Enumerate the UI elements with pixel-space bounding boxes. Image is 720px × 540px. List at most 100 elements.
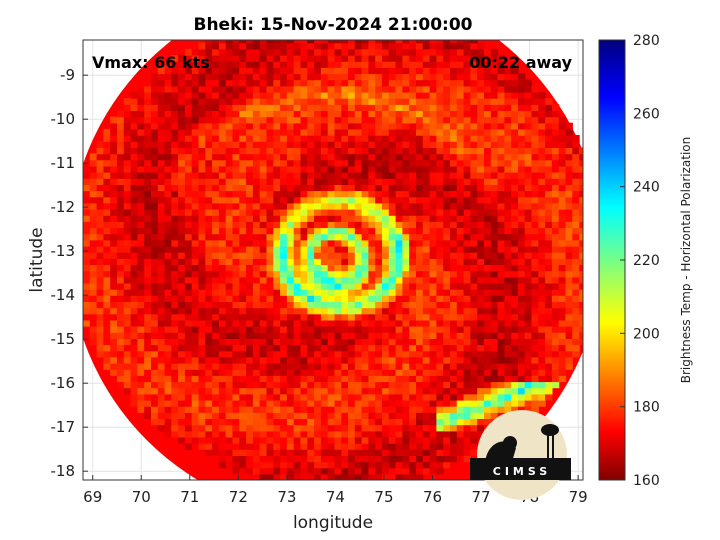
bt-pixel xyxy=(178,289,186,296)
bt-pixel xyxy=(286,61,295,68)
bt-pixel xyxy=(252,319,261,327)
bt-pixel xyxy=(450,301,458,309)
bt-pixel xyxy=(402,399,410,407)
bt-pixel xyxy=(375,104,383,111)
bt-pixel xyxy=(239,128,247,136)
bt-pixel xyxy=(225,153,234,161)
bt-pixel xyxy=(551,276,560,284)
bt-pixel xyxy=(96,338,104,346)
bt-pixel xyxy=(416,387,424,395)
bt-pixel xyxy=(436,61,444,68)
bt-pixel xyxy=(368,412,376,419)
bt-pixel xyxy=(286,79,295,87)
bt-pixel xyxy=(375,467,383,475)
bt-pixel xyxy=(144,245,152,253)
bt-pixel xyxy=(511,165,519,173)
bt-pixel xyxy=(477,209,485,216)
bt-pixel xyxy=(239,40,247,44)
bt-pixel xyxy=(96,184,104,192)
bt-pixel xyxy=(361,301,369,309)
bt-pixel xyxy=(354,67,363,75)
bt-pixel xyxy=(341,91,349,99)
bt-pixel xyxy=(504,326,512,333)
bt-pixel xyxy=(470,40,478,44)
bt-pixel xyxy=(388,233,397,241)
bt-pixel xyxy=(402,190,410,198)
bt-pixel xyxy=(96,141,104,148)
bt-pixel xyxy=(504,338,512,346)
bt-pixel xyxy=(341,449,349,456)
bt-pixel xyxy=(565,165,573,173)
bt-pixel xyxy=(252,135,261,142)
bt-pixel xyxy=(551,128,560,136)
bt-pixel xyxy=(130,393,138,401)
bt-pixel xyxy=(212,387,220,395)
bt-pixel xyxy=(171,363,179,370)
bt-pixel xyxy=(320,178,329,185)
bt-pixel xyxy=(117,128,125,136)
bt-pixel xyxy=(402,350,410,358)
bt-pixel xyxy=(416,258,424,265)
bt-pixel xyxy=(443,73,451,81)
bt-pixel xyxy=(171,61,179,68)
bt-pixel xyxy=(300,418,308,426)
bt-pixel xyxy=(171,196,179,204)
bt-pixel xyxy=(450,135,458,142)
bt-pixel xyxy=(184,418,193,426)
bt-pixel xyxy=(470,399,478,407)
bt-pixel xyxy=(470,110,478,118)
bt-pixel xyxy=(477,350,485,358)
bt-pixel xyxy=(484,221,492,229)
bt-pixel xyxy=(327,436,336,444)
bt-pixel xyxy=(144,159,152,167)
bt-pixel xyxy=(205,282,213,290)
bt-pixel xyxy=(443,449,451,456)
bt-pixel xyxy=(184,153,193,161)
bt-pixel xyxy=(327,350,336,358)
bt-pixel xyxy=(320,387,329,395)
bt-pixel xyxy=(225,350,234,358)
bt-pixel xyxy=(266,412,274,419)
bt-pixel xyxy=(178,307,186,315)
bt-pixel xyxy=(198,387,206,395)
bt-pixel xyxy=(300,85,308,93)
bt-pixel xyxy=(239,252,247,259)
bt-pixel xyxy=(273,412,281,419)
bt-pixel xyxy=(450,399,458,407)
bt-pixel xyxy=(477,295,485,302)
bt-pixel xyxy=(361,369,369,376)
bt-pixel xyxy=(518,295,526,302)
bt-pixel xyxy=(212,48,220,56)
bt-pixel xyxy=(341,196,349,204)
bt-pixel xyxy=(368,393,376,401)
bt-pixel xyxy=(416,227,424,235)
bt-pixel xyxy=(151,258,159,265)
bt-pixel xyxy=(375,319,383,327)
bt-pixel xyxy=(293,455,302,463)
bt-pixel xyxy=(239,178,247,185)
bt-pixel xyxy=(314,307,322,315)
bt-pixel xyxy=(300,141,308,148)
bt-pixel xyxy=(246,110,254,118)
bt-pixel xyxy=(395,233,403,241)
bt-pixel xyxy=(341,42,349,50)
bt-pixel xyxy=(266,202,274,210)
bt-pixel xyxy=(395,91,403,99)
bt-pixel xyxy=(266,110,274,118)
bt-pixel xyxy=(218,264,227,272)
bt-pixel xyxy=(212,363,220,370)
bt-pixel xyxy=(545,141,553,148)
bt-pixel xyxy=(443,147,451,155)
bt-pixel xyxy=(450,91,458,99)
bt-pixel xyxy=(218,184,227,192)
bt-pixel xyxy=(463,221,471,229)
bt-pixel xyxy=(348,196,356,204)
bt-pixel xyxy=(239,116,247,124)
bt-pixel xyxy=(422,387,431,395)
bt-pixel xyxy=(361,165,369,173)
bt-pixel xyxy=(103,295,111,302)
bt-pixel xyxy=(334,301,342,309)
bt-pixel xyxy=(436,233,444,241)
bt-pixel xyxy=(361,356,369,364)
bt-pixel xyxy=(130,165,138,173)
